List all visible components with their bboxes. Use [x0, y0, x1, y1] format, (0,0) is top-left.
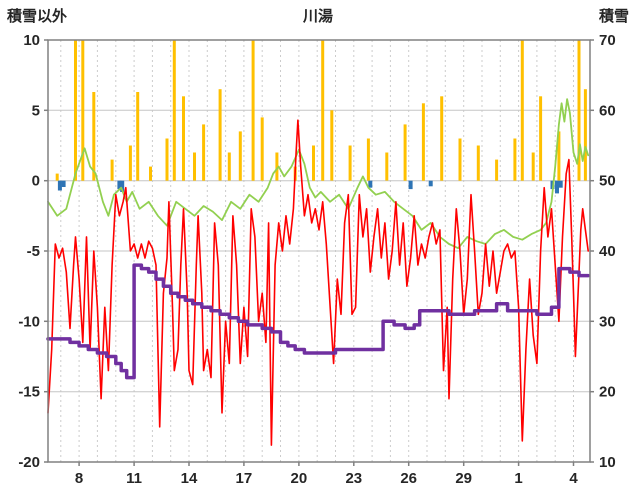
red-line	[47, 119, 589, 446]
green-line	[47, 98, 590, 250]
right-axis-title: 積雪	[598, 8, 629, 25]
orange-bars	[55, 40, 587, 181]
right-axis-tick-label: 60	[599, 102, 616, 119]
left-axis-tick-label: 5	[32, 102, 40, 119]
right-axis-tick-label: 20	[599, 384, 616, 401]
x-axis-tick-label: 17	[236, 470, 253, 487]
x-axis-tick-label: 1	[514, 470, 522, 487]
left-axis-tick-label: -10	[18, 313, 40, 330]
x-axis-tick-label: 23	[345, 470, 362, 487]
chart-title: 川湯	[302, 8, 333, 25]
x-axis-tick-label: 26	[400, 470, 417, 487]
right-axis-tick-label: 50	[599, 173, 616, 190]
right-axis-tick-label: 70	[599, 32, 616, 49]
left-axis-tick-label: 10	[23, 32, 40, 49]
x-axis-tick-label: 11	[126, 470, 142, 487]
left-axis-tick-label: -15	[18, 384, 40, 401]
left-axis-tick-label: -5	[27, 243, 40, 260]
x-axis-tick-label: 8	[75, 470, 83, 487]
right-axis-tick-label: 30	[599, 313, 616, 330]
purple-step-line	[46, 263, 590, 380]
left-axis-tick-label: 0	[32, 173, 40, 190]
x-axis-tick-label: 14	[181, 470, 198, 487]
left-axis-tick-label: -20	[18, 454, 40, 471]
right-axis-tick-label: 10	[599, 454, 616, 471]
left-axis-title: 積雪以外	[7, 8, 68, 25]
right-axis-tick-label: 40	[599, 243, 616, 260]
x-axis-tick-label: 20	[291, 470, 308, 487]
x-axis-tick-label: 29	[455, 470, 472, 487]
x-axis-tick-label: 4	[569, 470, 578, 487]
